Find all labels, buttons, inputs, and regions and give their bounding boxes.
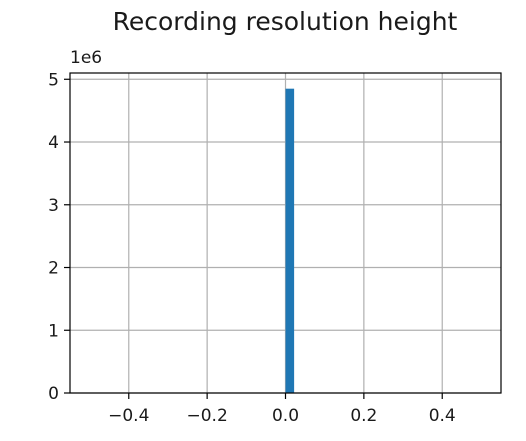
chart-title: Recording resolution height [113, 7, 458, 36]
y-tick-label: 5 [48, 70, 59, 90]
y-axis-ticks: 0 1 2 3 4 5 [48, 70, 70, 404]
x-tick-label: −0.2 [186, 406, 227, 426]
y-tick-label: 4 [48, 133, 59, 153]
x-tick-label: 0.2 [350, 406, 377, 426]
x-axis-ticks: −0.4 −0.2 0.0 0.2 0.4 [108, 393, 456, 426]
y-tick-label: 0 [48, 384, 59, 404]
x-tick-label: −0.4 [108, 406, 149, 426]
x-tick-label: 0.0 [272, 406, 299, 426]
y-offset-label: 1e6 [70, 48, 102, 68]
bars [285, 88, 295, 393]
y-tick-label: 3 [48, 196, 59, 216]
y-tick-label: 2 [48, 259, 59, 279]
histogram-bar [285, 88, 295, 393]
y-tick-label: 1 [48, 321, 59, 341]
x-tick-label: 0.4 [429, 406, 456, 426]
